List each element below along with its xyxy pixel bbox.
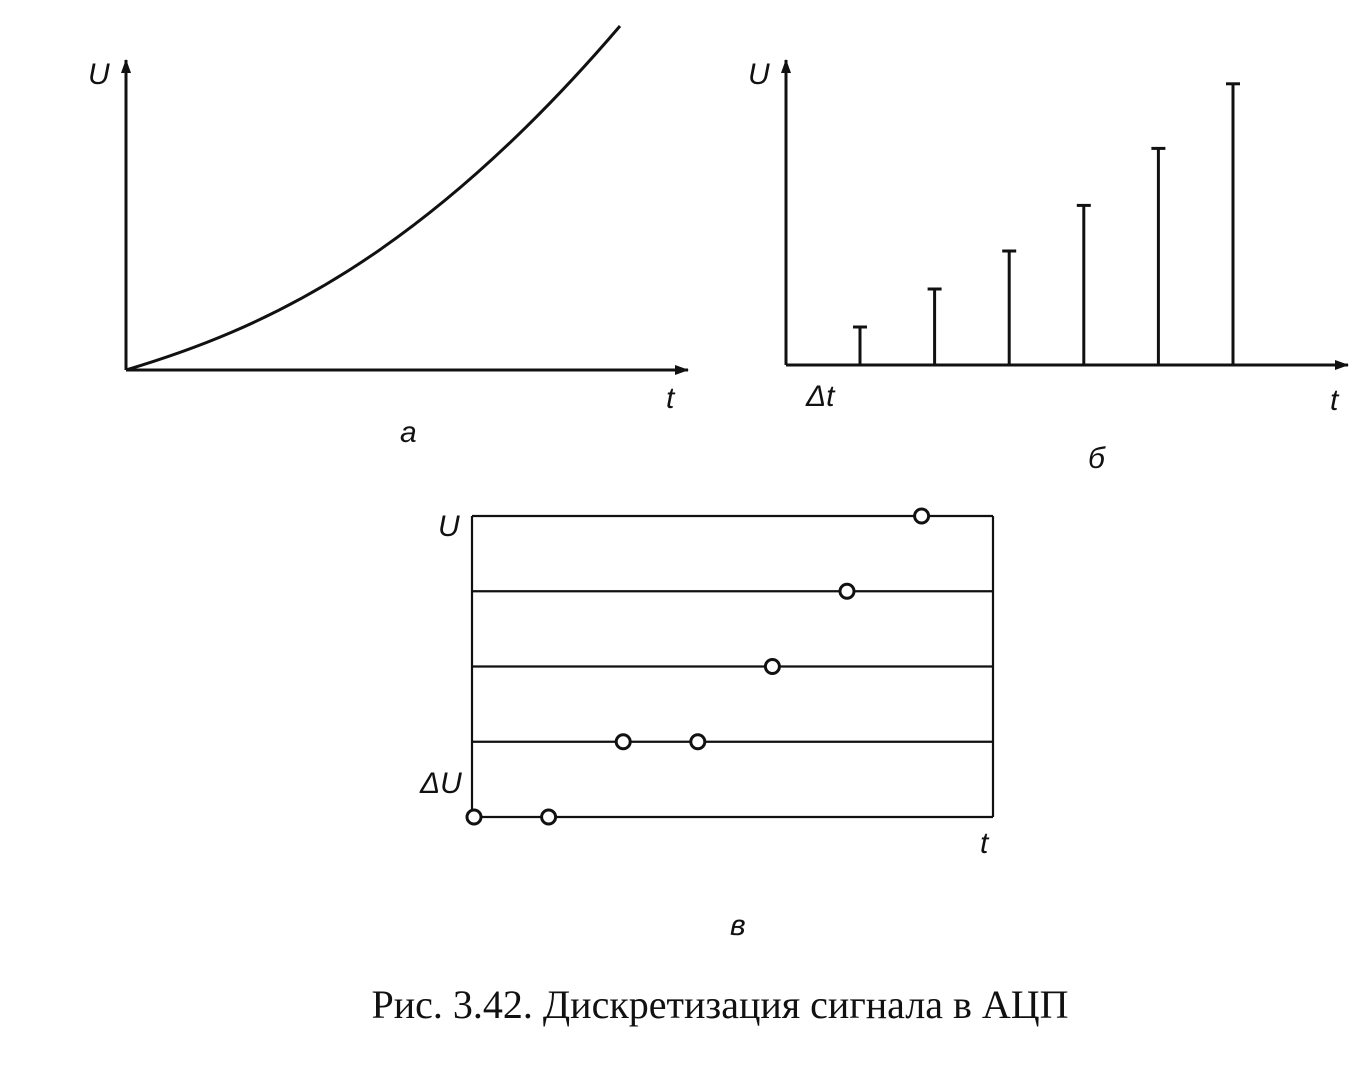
panel-a-t-label: t xyxy=(666,382,676,415)
panel-c-u-label: U xyxy=(438,510,460,543)
quantized-point xyxy=(689,733,707,751)
sample-bar xyxy=(1151,146,1166,365)
quantized-point xyxy=(614,733,632,751)
quantized-point xyxy=(465,808,483,826)
sample-bar xyxy=(927,287,942,365)
quantized-point xyxy=(763,658,781,675)
panel-c-du-label: ΔU xyxy=(419,767,462,800)
sample-bar xyxy=(1076,203,1091,365)
sample-bar xyxy=(1002,249,1017,365)
figure-caption: Рис. 3.42. Дискретизация сигнала в АЦП xyxy=(371,982,1068,1027)
sample-bar xyxy=(853,325,867,365)
signal-curve xyxy=(125,25,622,372)
panel-a-label: а xyxy=(400,416,417,449)
panel-a: U t а xyxy=(88,25,689,449)
panel-c-label: в xyxy=(730,909,746,942)
quantized-point xyxy=(838,582,856,600)
panel-c-t-label: t xyxy=(980,827,990,860)
quantized-point xyxy=(540,808,558,826)
quantization-grid xyxy=(470,514,995,819)
quantized-points xyxy=(465,507,931,826)
sample-bar xyxy=(1226,82,1240,365)
panel-c: U ΔU t в xyxy=(419,507,995,942)
panel-b-dt-label: Δt xyxy=(805,380,836,413)
quantized-point xyxy=(913,507,931,525)
panel-b: U t Δt б xyxy=(748,58,1349,475)
sample-bars xyxy=(853,82,1240,365)
panel-b-u-label: U xyxy=(748,58,770,91)
panel-b-label: б xyxy=(1088,442,1106,475)
panel-a-u-label: U xyxy=(88,58,110,91)
panel-b-t-label: t xyxy=(1330,384,1340,417)
